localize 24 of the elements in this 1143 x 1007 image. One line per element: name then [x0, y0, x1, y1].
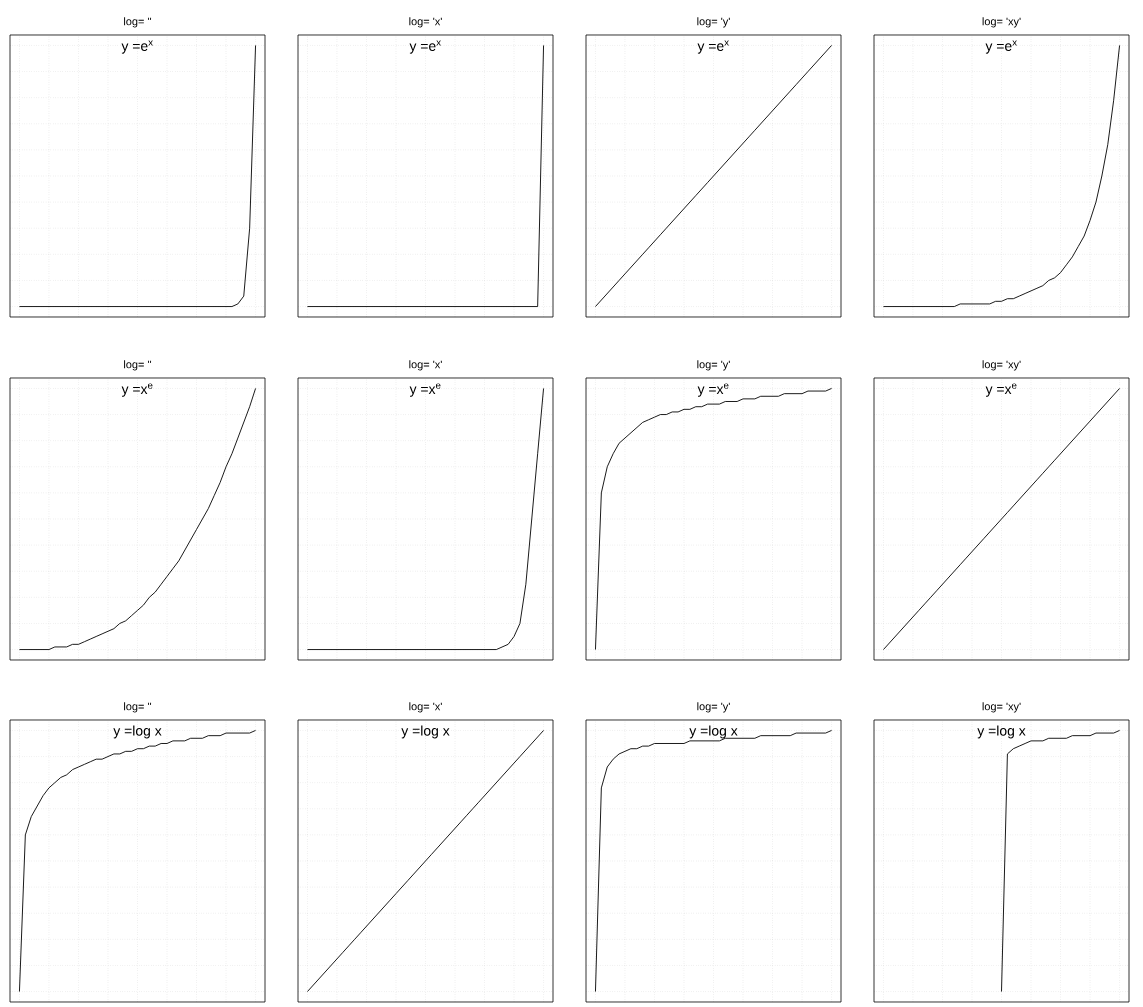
chart-title: log= 'x' — [409, 702, 442, 713]
annotation: y =x$^{e}$ — [121, 383, 153, 397]
annotation: y =e$^{x}$ — [121, 40, 153, 54]
annotation: y =log x — [401, 725, 450, 739]
chart-title: log= 'y' — [697, 360, 730, 371]
annotation: y =log x — [977, 725, 1026, 739]
chart-title: log= 'y' — [697, 702, 730, 713]
annotation: y =x$^{e}$ — [985, 383, 1017, 397]
chart-title: log= 'xy' — [982, 17, 1021, 28]
chart-title: log= 'xy' — [982, 702, 1021, 713]
chart-title: log= '' — [124, 702, 152, 713]
chart-title: log= '' — [124, 360, 152, 371]
annotation: y =log x — [689, 725, 738, 739]
annotation: y =log x — [113, 725, 162, 739]
chart-title: log= 'xy' — [982, 360, 1021, 371]
annotation: y =e$^{x}$ — [697, 40, 729, 54]
annotation: y =e$^{x}$ — [985, 40, 1017, 54]
chart-title: log= '' — [124, 17, 152, 28]
chart-title: log= 'x' — [409, 17, 442, 28]
annotation: y =x$^{e}$ — [697, 383, 729, 397]
annotation: y =e$^{x}$ — [409, 40, 441, 54]
annotation: y =x$^{e}$ — [409, 383, 441, 397]
chart-title: log= 'x' — [409, 360, 442, 371]
chart-title: log= 'y' — [697, 17, 730, 28]
